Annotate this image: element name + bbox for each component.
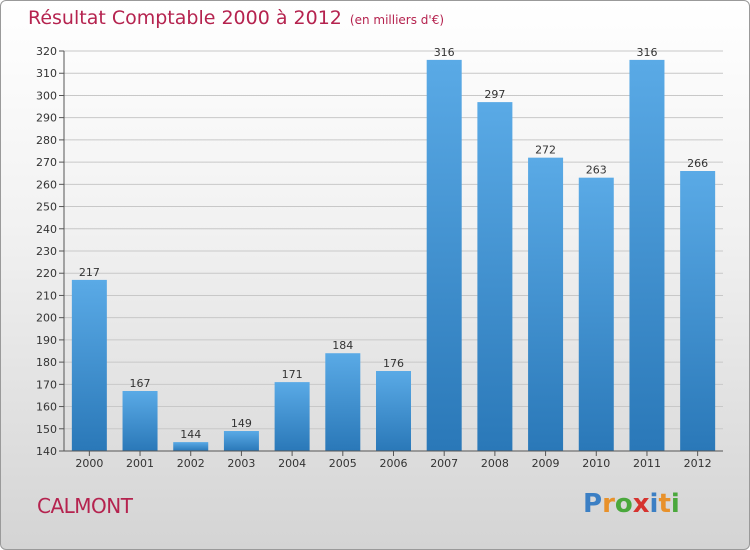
data-label: 176 (383, 357, 404, 370)
x-tick-label: 2009 (532, 457, 560, 470)
x-tick-label: 2002 (177, 457, 205, 470)
x-tick-label: 2001 (126, 457, 154, 470)
y-tick-label: 250 (36, 201, 57, 214)
bar (173, 442, 209, 451)
y-tick-label: 180 (36, 356, 57, 369)
y-tick-label: 200 (36, 312, 57, 325)
bars: 217 167 144 149 171 184 176 316 297 272 263 316 266 (71, 46, 716, 452)
logo-letter: P (583, 489, 603, 519)
y-tick-label: 240 (36, 223, 57, 236)
logo-letter: i (649, 489, 659, 519)
data-label: 316 (434, 46, 455, 59)
y-tick-label: 290 (36, 112, 57, 125)
y-tick-label: 160 (36, 401, 57, 414)
logo-letter: x (632, 489, 650, 519)
axes: 140 150 160 170 180 190 200 210 220 230 240 250 260 2… (36, 45, 723, 470)
data-label: 217 (79, 266, 100, 279)
y-tick-label: 230 (36, 245, 57, 258)
logo-letter: o (614, 489, 633, 519)
y-tick-label: 150 (36, 423, 57, 436)
x-tick-label: 2010 (582, 457, 610, 470)
commune-name: CALMONT (37, 494, 133, 518)
y-tick-label: 260 (36, 178, 57, 191)
x-tick-label: 2012 (684, 457, 712, 470)
chart-title-main: Résultat Comptable 2000 à 2012 (28, 7, 342, 29)
data-label: 266 (687, 157, 708, 170)
x-tick-label: 2000 (75, 457, 103, 470)
data-label: 149 (231, 417, 252, 430)
logo-letter: t (658, 489, 671, 519)
x-tick-label: 2008 (481, 457, 509, 470)
y-tick-label: 320 (36, 45, 57, 58)
x-tick-label: 2011 (633, 457, 661, 470)
y-tick-label: 170 (36, 378, 57, 391)
bar (578, 177, 614, 451)
bar (325, 353, 361, 451)
data-label: 171 (282, 368, 303, 381)
y-tick-label: 140 (36, 445, 57, 458)
x-tick-label: 2007 (430, 457, 458, 470)
data-label: 167 (130, 377, 151, 390)
proxiti-logo: Proxiti (583, 489, 680, 519)
x-tick-label: 2006 (380, 457, 408, 470)
bar (223, 431, 259, 451)
y-tick-label: 210 (36, 289, 57, 302)
bar (477, 102, 513, 451)
y-tick-label: 190 (36, 334, 57, 347)
x-tick-label: 2004 (278, 457, 306, 470)
logo-letter: i (670, 489, 680, 519)
bar (629, 59, 665, 452)
data-label: 184 (332, 339, 353, 352)
x-tick-label: 2005 (329, 457, 357, 470)
bar (122, 391, 158, 451)
bar (71, 279, 107, 451)
bar (274, 382, 310, 451)
bar (426, 59, 462, 452)
y-tick-label: 220 (36, 267, 57, 280)
chart-title: Résultat Comptable 2000 à 2012 (en millie… (28, 7, 444, 29)
logo-letter: r (602, 489, 615, 519)
bar (376, 371, 411, 451)
data-label: 263 (586, 164, 607, 177)
bar (680, 171, 716, 451)
data-label: 297 (484, 88, 505, 101)
bar (528, 157, 564, 451)
y-tick-label: 280 (36, 134, 57, 147)
x-tick-label: 2003 (227, 457, 255, 470)
y-tick-label: 270 (36, 156, 57, 169)
data-label: 272 (535, 144, 556, 157)
data-label: 316 (636, 46, 657, 59)
chart-title-unit: (en milliers d'€) (349, 13, 445, 27)
data-label: 144 (180, 428, 201, 441)
y-tick-label: 310 (36, 67, 57, 80)
y-tick-label: 300 (36, 89, 57, 102)
